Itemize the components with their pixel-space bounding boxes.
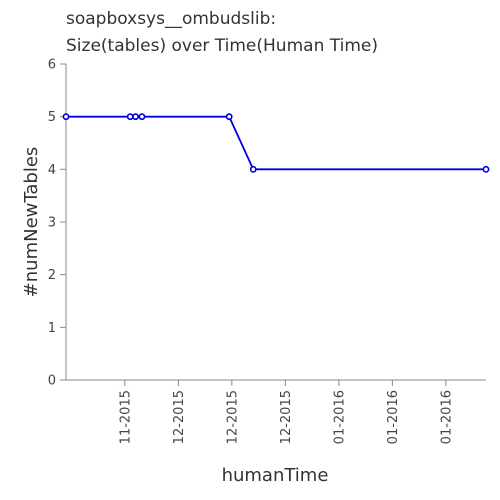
data-point (126, 113, 134, 121)
y-tick-label: 2 (48, 268, 56, 283)
chart-title: soapboxsys__ombudslib: Size(tables) over… (66, 9, 378, 56)
x-tick-label: 01-2016 (439, 390, 454, 444)
data-point (62, 113, 70, 121)
data-point (225, 113, 233, 121)
y-tick-label: 6 (48, 58, 56, 73)
data-point (249, 165, 257, 173)
y-axis: 0 1 2 3 4 5 6 (48, 58, 67, 389)
y-tick-label: 0 (48, 374, 56, 389)
x-axis-label: humanTime (222, 465, 329, 486)
x-axis: 11-2015 12-2015 12-2015 12-2015 01-2016 01-20… (66, 379, 486, 444)
chart-title-line-2: Size(tables) over Time(Human Time) (66, 36, 378, 56)
x-tick-label: 12-2015 (172, 390, 187, 444)
y-tick-label: 5 (48, 110, 56, 125)
series-line (66, 115, 486, 171)
y-tick-label: 1 (48, 321, 56, 336)
x-tick-label: 01-2016 (386, 390, 401, 444)
data-point (138, 113, 146, 121)
x-tick-label: 12-2015 (225, 390, 240, 444)
x-tick-label: 11-2015 (118, 390, 133, 444)
y-tick-label: 3 (48, 216, 56, 231)
x-tick-label: 01-2016 (332, 390, 347, 444)
series-layer (62, 113, 490, 173)
y-axis-label: #numNewTables (21, 147, 42, 298)
y-tick-label: 4 (48, 163, 56, 178)
data-point (482, 165, 490, 173)
data-point (132, 113, 139, 121)
chart-title-line-1: soapboxsys__ombudslib: (66, 9, 276, 29)
x-tick-label: 12-2015 (279, 390, 294, 444)
